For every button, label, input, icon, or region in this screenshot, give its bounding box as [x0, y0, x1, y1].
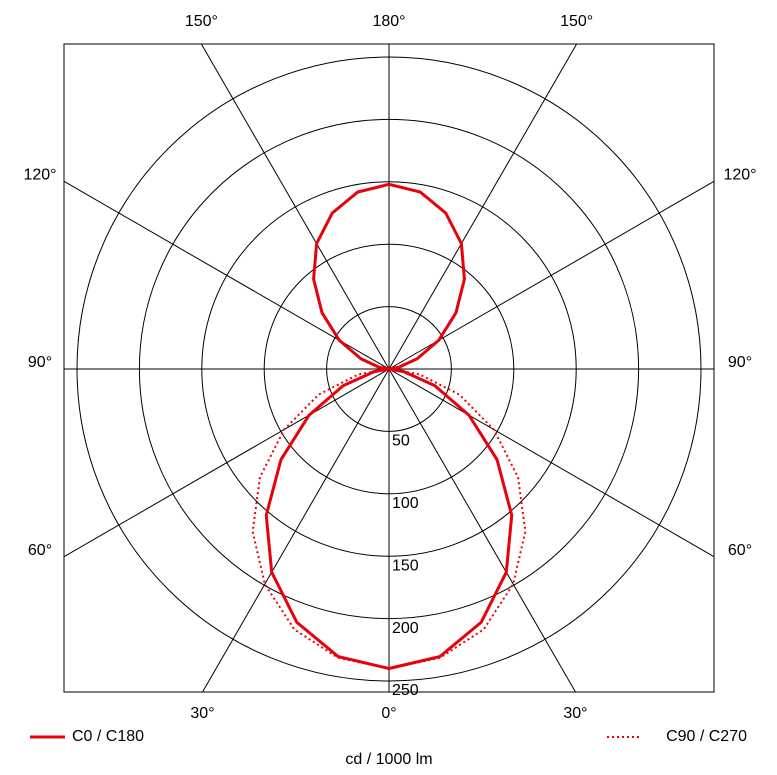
grid-radial [388, 180, 715, 370]
r-tick-label: 100 [392, 495, 419, 512]
intensity-curve [251, 183, 390, 670]
r-tick-label: 200 [392, 620, 419, 637]
grid-radial [63, 180, 390, 370]
r-tick-label: 150 [392, 557, 419, 574]
grid-radial [388, 43, 578, 370]
angle-tick-label: 60° [728, 542, 752, 559]
angle-tick-label: 0° [381, 705, 396, 722]
angle-tick-label: 150° [185, 13, 218, 30]
angle-tick-label: 60° [28, 542, 52, 559]
r-tick-label: 50 [392, 433, 410, 450]
grid-radial [388, 368, 576, 693]
grid-radial [388, 368, 715, 558]
intensity-curve [388, 182, 514, 670]
legend-label: C0 / C180 [72, 728, 144, 745]
grid-radial [202, 368, 390, 693]
angle-tick-label: 30° [563, 705, 587, 722]
intensity-curve [388, 183, 527, 670]
angle-tick-label: 150° [560, 13, 593, 30]
angle-tick-label: 180° [372, 13, 405, 30]
grid-radial [200, 43, 390, 370]
unit-label: cd / 1000 lm [345, 751, 432, 768]
angle-tick-label: 90° [28, 354, 52, 371]
intensity-curve [264, 182, 390, 670]
angle-tick-label: 30° [190, 705, 214, 722]
legend-label: C90 / C270 [666, 728, 747, 745]
angle-tick-label: 120° [23, 167, 56, 184]
angle-tick-label: 120° [723, 167, 756, 184]
angle-tick-label: 90° [728, 354, 752, 371]
grid-radial [63, 368, 390, 558]
r-tick-label: 250 [392, 682, 419, 699]
